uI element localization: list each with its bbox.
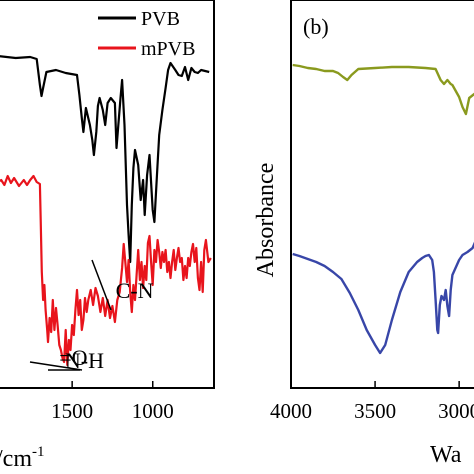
annotation-o: =O (59, 345, 87, 370)
panel-b-y-axis-label: Absorbance (253, 163, 279, 278)
panel-a-legend: PVB mPVB (98, 8, 195, 60)
panel-b-x-tick-label-4000: 4000 (270, 399, 312, 423)
panel-b-ticks-group: 4000 3500 3000 (270, 381, 474, 423)
panel-b: (b) Absorbance 4000 3500 3000 Wa (253, 0, 474, 468)
panel-a-x-axis-label: /cm-1 (0, 444, 45, 472)
panel-a-frame (0, 0, 215, 389)
panel-a-x-tick-label-1000: 1000 (132, 399, 174, 423)
panel-a-x-tick-label-1500: 1500 (51, 399, 93, 423)
panel-a-series-group (0, 55, 212, 367)
annotation-c-n-leader (91, 259, 112, 311)
panel-b-series-2-line (292, 241, 474, 355)
panel-b-x-axis-label: Wa (430, 442, 462, 468)
panel-b-x-tick-label-3500: 3500 (354, 399, 396, 423)
legend-label-mpvb: mPVB (141, 38, 195, 60)
panel-a-series-pvb-line (0, 55, 210, 264)
panel-a-ticks-group: 1500 1000 (51, 381, 174, 423)
panel-b-x-tick-label-3000: 3000 (438, 399, 474, 423)
panel-b-series-1-line (292, 63, 474, 116)
legend-label-pvb: PVB (141, 8, 180, 30)
panel-b-series-group (292, 63, 474, 355)
panel-a-series-mpvb-line (0, 174, 212, 367)
panel-a-annotations: C-N=ON-H (29, 259, 154, 373)
annotation-c-n: C-N (116, 278, 154, 303)
panel-b-frame (290, 0, 474, 389)
panel-b-label: (b) (303, 14, 329, 39)
annotation-co-leader (29, 361, 83, 371)
